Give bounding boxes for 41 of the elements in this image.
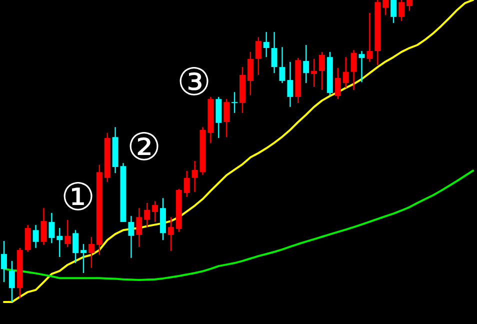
candlestick	[128, 215, 134, 259]
candlestick	[136, 207, 142, 248]
candlestick	[358, 50, 365, 83]
candlestick	[255, 36, 262, 76]
candlestick	[152, 200, 158, 223]
candlestick	[287, 61, 294, 108]
candlestick	[24, 224, 31, 252]
candlestick	[303, 44, 310, 84]
candlestick	[398, 0, 404, 22]
candlestick	[342, 56, 349, 88]
candlestick	[318, 51, 325, 91]
candlestick	[216, 96, 222, 139]
candlestick	[350, 50, 357, 91]
candlestick	[334, 67, 341, 100]
candlestick	[32, 224, 39, 249]
candlestick	[382, 0, 389, 16]
candlestick	[72, 230, 79, 264]
candlestick	[40, 207, 47, 246]
candlestick	[80, 243, 86, 274]
candlestick	[232, 92, 238, 114]
candlestick	[247, 51, 254, 96]
annotation: ②	[126, 125, 162, 169]
candlestick	[64, 219, 71, 248]
candlestick	[48, 212, 55, 244]
candlestick	[271, 31, 278, 74]
candlestick	[311, 58, 318, 88]
candlestick	[406, 0, 412, 12]
candlestick	[184, 170, 190, 198]
candlestick	[168, 216, 174, 252]
candlestick	[366, 12, 373, 63]
annotation: ③	[176, 60, 212, 104]
candlestick	[279, 46, 286, 84]
candlestick	[88, 236, 94, 268]
candlestick	[0, 240, 7, 283]
candlestick	[263, 31, 270, 58]
candlestick	[390, 0, 397, 24]
candlestick	[8, 260, 15, 303]
candlestick	[144, 202, 150, 228]
candlestick	[224, 98, 230, 138]
annotation: ①	[60, 175, 96, 219]
candlestick	[56, 227, 63, 258]
